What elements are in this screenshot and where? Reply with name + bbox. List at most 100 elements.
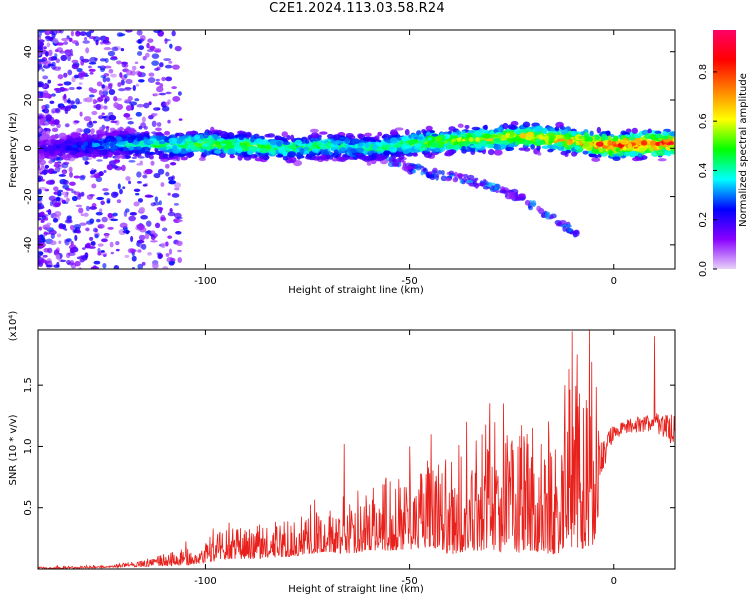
heatmap-cell xyxy=(57,74,64,80)
heatmap-cell xyxy=(453,135,459,139)
heatmap-cell xyxy=(174,182,182,189)
heatmap-cell xyxy=(657,158,667,162)
spectrogram-y-axis-label: Frequency (Hz) xyxy=(8,112,19,188)
heatmap-cell xyxy=(49,100,55,105)
heatmap-cell xyxy=(175,137,183,144)
heatmap-cell xyxy=(309,128,319,133)
heatmap-cell xyxy=(43,232,51,235)
heatmap-cell xyxy=(494,137,501,143)
heatmap-cell xyxy=(106,138,112,143)
heatmap-cell xyxy=(73,224,81,230)
heatmap-cell xyxy=(338,156,347,162)
heatmap-cell xyxy=(38,217,42,221)
heatmap-cell xyxy=(644,133,653,139)
heatmap-cell xyxy=(172,145,178,152)
heatmap-cell xyxy=(136,163,144,166)
heatmap-cell xyxy=(640,139,648,146)
heatmap-cell xyxy=(333,149,339,156)
heatmap-cell xyxy=(64,109,69,114)
heatmap-cell xyxy=(169,162,177,166)
heatmap-cell xyxy=(169,43,173,49)
heatmap-cell xyxy=(59,30,64,34)
heatmap-cell xyxy=(65,197,70,202)
heatmap-cell xyxy=(160,214,166,221)
heatmap-cell xyxy=(93,142,101,148)
heatmap-cell xyxy=(135,146,143,151)
heatmap-cell xyxy=(123,74,128,79)
heatmap-cell xyxy=(38,260,41,265)
heatmap-cell xyxy=(155,78,160,82)
heatmap-cell xyxy=(97,243,104,247)
heatmap-cell xyxy=(375,142,382,146)
heatmap-cell xyxy=(91,134,100,139)
heatmap-cell xyxy=(522,121,531,128)
heatmap-cell xyxy=(282,155,289,161)
heatmap-cell xyxy=(246,150,254,156)
heatmap-cell xyxy=(188,142,196,149)
heatmap-cell xyxy=(521,138,527,144)
heatmap-cell xyxy=(131,266,136,269)
heatmap-cell xyxy=(141,116,146,123)
heatmap-cell xyxy=(50,240,57,246)
heatmap-cell xyxy=(137,71,142,78)
heatmap-cell xyxy=(357,133,364,139)
heatmap-cell xyxy=(282,150,287,157)
heatmap-cell xyxy=(154,196,159,202)
heatmap-cell xyxy=(570,130,577,137)
heatmap-cell xyxy=(38,148,45,154)
heatmap-cell xyxy=(90,128,95,134)
heatmap-cell xyxy=(179,150,188,154)
heatmap-cell xyxy=(202,131,210,139)
heatmap-cell xyxy=(91,110,98,116)
heatmap-cell xyxy=(90,175,94,178)
heatmap-cell xyxy=(316,140,322,146)
heatmap-cell xyxy=(135,83,140,87)
heatmap-cell xyxy=(142,184,148,187)
heatmap-cell xyxy=(631,127,638,134)
heatmap-cell xyxy=(161,76,166,82)
heatmap-cell xyxy=(99,252,108,256)
heatmap-cell xyxy=(63,98,68,102)
heatmap-cell xyxy=(80,255,88,260)
heatmap-cell xyxy=(90,170,96,175)
heatmap-cell xyxy=(145,220,152,227)
heatmap-cell xyxy=(107,212,113,219)
heatmap-cell xyxy=(99,208,103,213)
heatmap-cell xyxy=(541,145,550,150)
heatmap-cell xyxy=(42,75,49,80)
snr-panel: -100 -50 0 0.5 1.0 1.5 Height of straight lin… xyxy=(8,311,676,595)
heatmap-cell xyxy=(225,143,235,150)
heatmap-cell xyxy=(184,142,189,149)
heatmap-cell xyxy=(113,95,118,102)
heatmap-cell xyxy=(452,141,458,146)
heatmap-cell xyxy=(281,131,289,138)
heatmap-cell xyxy=(61,37,69,42)
heatmap-cell xyxy=(153,172,161,179)
heatmap-cell xyxy=(242,143,248,147)
heatmap-cell xyxy=(505,146,515,151)
heatmap-cell xyxy=(524,199,531,206)
heatmap-cell xyxy=(620,139,629,145)
heatmap-cell xyxy=(60,54,68,62)
heatmap-cell xyxy=(377,148,385,152)
heatmap-cell xyxy=(562,226,567,232)
heatmap-cell xyxy=(259,148,268,154)
colorbar-label: Normalized spectral amplitude xyxy=(738,73,749,227)
heatmap-cell xyxy=(45,180,51,185)
heatmap-cell xyxy=(92,227,98,233)
heatmap-cell xyxy=(452,177,459,183)
heatmap-cell xyxy=(228,138,237,143)
heatmap-cell xyxy=(48,160,53,164)
heatmap-cell xyxy=(115,240,120,246)
heatmap-cell xyxy=(162,153,169,159)
heatmap-cell xyxy=(622,146,627,151)
heatmap-cell xyxy=(145,52,150,58)
heatmap-cell xyxy=(133,188,141,192)
heatmap-cell xyxy=(539,134,544,140)
heatmap-cell xyxy=(399,139,404,145)
heatmap-cell xyxy=(612,143,619,148)
heatmap-cell xyxy=(68,166,73,173)
heatmap-cell xyxy=(115,154,123,159)
heatmap-cell xyxy=(78,71,86,78)
heatmap-cell xyxy=(519,132,527,139)
